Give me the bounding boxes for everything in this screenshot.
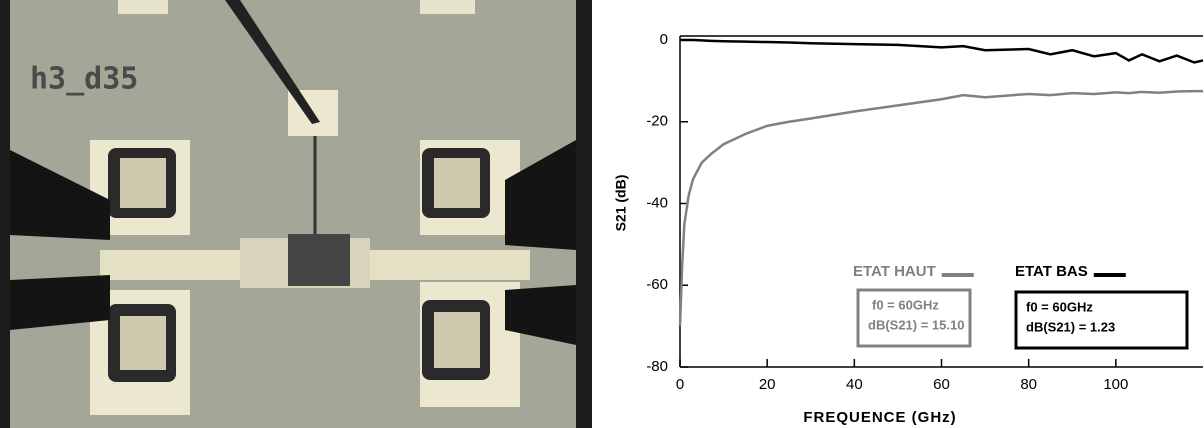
pad (420, 0, 475, 14)
annotation-box (1014, 290, 1189, 350)
y-tick-label: 0 (660, 31, 668, 48)
y-tick-label: -20 (646, 113, 668, 130)
device-photo: h3_d35 (0, 0, 592, 428)
annotation-box (856, 288, 972, 348)
x-tick-label: 0 (676, 376, 684, 393)
x-tick-label: 80 (1020, 376, 1037, 393)
x-tick-label: 60 (933, 376, 950, 393)
annotation-text: dB(S21) = 15.10 (868, 317, 964, 332)
x-tick-label: 20 (759, 376, 776, 393)
x-tick-label: 40 (846, 376, 863, 393)
pad (118, 0, 168, 14)
x-axis-label: FREQUENCE (GHz) (803, 409, 956, 426)
annotation-text: dB(S21) = 1.23 (1026, 319, 1115, 334)
legend-label: ETAT HAUT (853, 263, 936, 280)
series-line (680, 38, 1204, 64)
pads (90, 140, 520, 415)
y-tick-label: -40 (646, 194, 668, 211)
chart: -80 -60 -40 -20 0 0 20 40 60 80 100 FREQUENCE (GHz)… (613, 31, 1204, 426)
membrane (288, 234, 350, 286)
probe-needle (225, 0, 320, 124)
y-tick-label: -60 (646, 276, 668, 293)
probe-tip (505, 140, 576, 250)
y-axis-label: S21 (dB) (613, 175, 629, 232)
y-tick-label: -80 (646, 358, 668, 375)
probe-tip (10, 150, 110, 240)
annotation-text: f0 = 60GHz (872, 297, 939, 312)
probe-tip (505, 285, 576, 345)
probe-tip (10, 275, 110, 330)
photo-label: h3_d35 (30, 62, 138, 97)
annotation-text: f0 = 60GHz (1026, 299, 1093, 314)
series-line (678, 89, 1203, 327)
x-tick-label: 100 (1103, 376, 1128, 393)
legend-label: ETAT BAS (1015, 263, 1088, 280)
